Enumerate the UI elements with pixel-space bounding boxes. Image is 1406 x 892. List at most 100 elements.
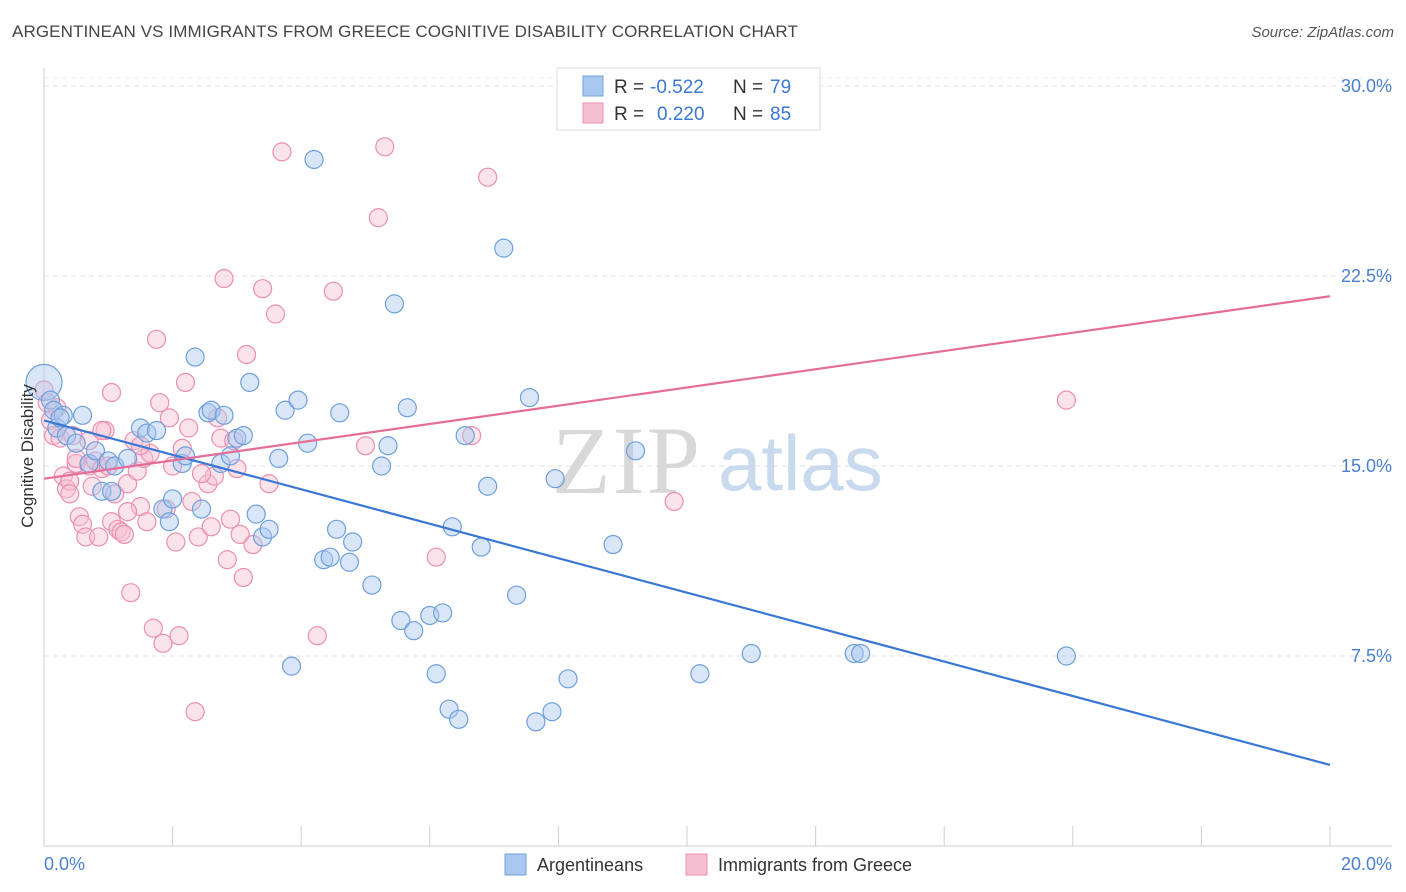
greece-point bbox=[323, 281, 343, 301]
argentinean-point bbox=[117, 448, 138, 468]
argentinean-point bbox=[92, 481, 112, 501]
argentinean-point bbox=[741, 643, 761, 664]
greece-point bbox=[214, 268, 234, 289]
greece-point bbox=[159, 408, 179, 428]
argentinean-point bbox=[288, 390, 308, 410]
argentinean-point bbox=[526, 712, 546, 732]
greece-point bbox=[182, 491, 202, 512]
argentinean-point bbox=[85, 441, 106, 461]
argentinean-point bbox=[519, 388, 540, 408]
argentinean-point bbox=[844, 643, 864, 664]
legend-n-value-1: 79 bbox=[770, 77, 791, 98]
greece-point bbox=[478, 167, 498, 187]
bottom-legend-swatch-greece bbox=[685, 853, 708, 876]
series-argentineans bbox=[25, 149, 1076, 732]
argentinean-point bbox=[246, 504, 266, 524]
watermark: ZIP atlas bbox=[552, 407, 883, 514]
greece-point bbox=[355, 436, 376, 456]
argentinean-point bbox=[478, 476, 498, 496]
greece-point bbox=[111, 522, 131, 542]
greece-point bbox=[426, 547, 446, 567]
greece-point bbox=[89, 527, 109, 547]
trend-lines bbox=[43, 295, 1331, 766]
bottom-legend-label-argentineans: Argentineans bbox=[537, 855, 643, 875]
greece-point bbox=[307, 626, 327, 646]
greece-point bbox=[60, 484, 80, 504]
greece-point bbox=[101, 382, 122, 403]
argentinean-point bbox=[442, 517, 462, 537]
argentinean-point bbox=[449, 709, 469, 729]
greece-point bbox=[188, 527, 208, 547]
argentinean-point bbox=[198, 403, 218, 423]
greece-point bbox=[265, 304, 286, 324]
stats-legend: R = -0.522 N = 79 R = 0.220 N = 85 bbox=[556, 67, 821, 131]
argentinean-point bbox=[185, 347, 205, 367]
argentinean-point bbox=[371, 456, 392, 476]
argentinean-point bbox=[439, 699, 459, 719]
greece-point bbox=[117, 474, 138, 494]
greece-point bbox=[1056, 390, 1076, 410]
argentinean-point bbox=[1056, 646, 1076, 666]
argentinean-point bbox=[603, 534, 623, 555]
bottom-legend-label-greece: Immigrants from Greece bbox=[718, 855, 912, 875]
argentinean-point bbox=[146, 420, 167, 441]
greece-point bbox=[198, 474, 218, 494]
argentinean-point bbox=[507, 585, 527, 605]
greece-point bbox=[259, 474, 279, 494]
argentinean-point bbox=[153, 499, 173, 519]
argentinean-point bbox=[201, 400, 221, 420]
argentinean-point bbox=[159, 512, 179, 532]
greece-point bbox=[375, 137, 395, 157]
argentinean-point bbox=[240, 372, 260, 392]
argentinean-point bbox=[339, 552, 360, 572]
greece-point bbox=[217, 550, 237, 570]
argentinean-point bbox=[220, 446, 241, 466]
greece-point bbox=[201, 517, 221, 537]
argentinean-point bbox=[330, 403, 350, 423]
chart-title: ARGENTINEAN VS IMMIGRANTS FROM GREECE CO… bbox=[12, 22, 798, 41]
greece-point bbox=[34, 380, 54, 400]
greece-point bbox=[150, 393, 170, 413]
argentinean-point bbox=[72, 405, 93, 425]
legend-n-value-2: 85 bbox=[770, 104, 791, 125]
greece-point bbox=[272, 142, 292, 162]
greece-point bbox=[121, 583, 141, 603]
argentinean-point bbox=[66, 433, 86, 453]
argentinean-point bbox=[191, 499, 212, 519]
tick-labels: 7.5% 15.0% 22.5% 30.0% 0.0% 20.0% bbox=[44, 76, 1392, 874]
greece-point bbox=[169, 626, 189, 646]
greece-point bbox=[108, 519, 128, 539]
source-label: Source: ZipAtlas.com bbox=[1251, 24, 1394, 41]
legend-n-label-1: N = bbox=[733, 77, 763, 98]
greece-point bbox=[368, 208, 388, 228]
greece-point bbox=[66, 448, 86, 468]
y-tick-label-1: 15.0% bbox=[1341, 456, 1392, 476]
legend-swatch-pink bbox=[582, 102, 604, 124]
bottom-legend-swatch-argentineans bbox=[504, 853, 527, 876]
legend-n-label-2: N = bbox=[733, 104, 763, 125]
argentinean-point bbox=[101, 481, 122, 501]
greece-point bbox=[153, 633, 173, 653]
greece-point bbox=[175, 372, 196, 392]
argentinean-point bbox=[53, 405, 73, 425]
argentinean-point bbox=[275, 400, 295, 420]
argentinean-point bbox=[130, 418, 151, 438]
argentinean-point bbox=[455, 426, 475, 446]
greece-point bbox=[664, 491, 684, 512]
greece-point bbox=[114, 524, 134, 545]
watermark-zip: ZIP bbox=[552, 407, 702, 514]
argentinean-point bbox=[163, 489, 183, 509]
argentinean-point bbox=[851, 643, 871, 664]
argentinean-point bbox=[253, 527, 273, 547]
y-tick-label-2: 22.5% bbox=[1341, 266, 1392, 286]
greece-point bbox=[179, 418, 199, 438]
greece-point bbox=[101, 512, 122, 532]
argentinean-point bbox=[384, 294, 405, 314]
argentinean-point bbox=[433, 603, 453, 623]
legend-r-value-2: 0.220 bbox=[657, 104, 705, 125]
y-tick-label-3: 30.0% bbox=[1341, 76, 1392, 96]
legend-r-label-1: R = bbox=[614, 77, 644, 98]
argentinean-point bbox=[259, 519, 279, 539]
y-axis-title: Cognitive Disability bbox=[18, 384, 37, 528]
